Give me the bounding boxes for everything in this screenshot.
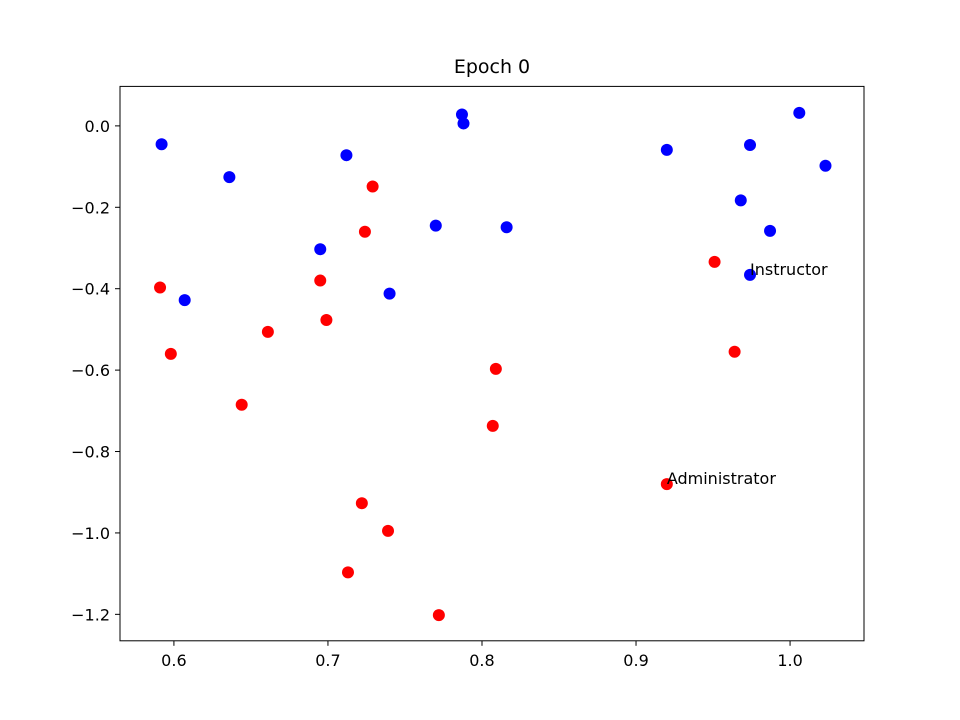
x-tick-label-1: 0.7 <box>315 651 340 670</box>
point-series-1-6 <box>355 497 368 510</box>
x-tick-label-4: 1.0 <box>777 651 802 670</box>
point-series-1-10 <box>382 524 395 537</box>
point-series-1-3 <box>261 325 274 338</box>
point-series-1-1 <box>164 347 177 360</box>
point-series-0-3 <box>314 243 327 256</box>
point-series-1-0 <box>154 281 167 294</box>
point-series-0-1 <box>223 171 236 184</box>
point-series-0-8 <box>457 117 470 130</box>
y-tick-label-1: −0.2 <box>71 198 110 217</box>
point-series-0-12 <box>744 139 757 152</box>
point-series-1-9 <box>341 566 354 579</box>
point-series-0-16 <box>744 268 757 281</box>
point-series-0-13 <box>764 224 777 237</box>
point-series-0-14 <box>793 106 806 119</box>
point-series-0-2 <box>178 294 191 307</box>
point-series-0-6 <box>429 219 442 232</box>
x-axis: 0.6 0.7 0.8 0.9 1.0 <box>161 640 803 670</box>
annotations-layer: Instructor Administrator <box>667 260 828 488</box>
point-series-0-4 <box>340 149 353 162</box>
point-series-0-10 <box>660 143 673 156</box>
point-series-0-7 <box>455 108 468 121</box>
point-series-1-8 <box>366 180 379 193</box>
point-series-1-13 <box>489 362 502 375</box>
point-series-1-4 <box>314 274 327 287</box>
point-series-0-0 <box>155 138 168 151</box>
point-series-1-12 <box>486 419 499 432</box>
point-series-0-15 <box>819 159 832 172</box>
x-tick-label-0: 0.6 <box>161 651 186 670</box>
y-axis: 0.0 −0.2 −0.4 −0.6 −0.8 −1.0 −1.2 <box>71 117 120 624</box>
point-series-1-15 <box>708 255 721 268</box>
y-tick-label-6: −1.2 <box>71 605 110 624</box>
point-series-1-2 <box>235 398 248 411</box>
plot-frame <box>119 85 865 642</box>
chart-title: Epoch 0 <box>454 56 530 78</box>
point-series-0-9 <box>500 221 513 234</box>
x-tick-label-3: 0.9 <box>623 651 648 670</box>
y-tick-label-5: −1.0 <box>71 524 110 543</box>
point-series-1-14 <box>660 478 673 491</box>
point-series-0-11 <box>734 194 747 207</box>
annotation-1: Administrator <box>667 469 776 488</box>
points-layer <box>154 106 832 622</box>
y-tick-label-0: 0.0 <box>85 117 110 136</box>
point-series-1-11 <box>432 609 445 622</box>
x-tick-label-2: 0.8 <box>469 651 494 670</box>
y-tick-label-3: −0.6 <box>71 361 110 380</box>
point-series-1-7 <box>358 225 371 238</box>
point-series-1-16 <box>728 345 741 358</box>
y-tick-label-2: −0.4 <box>71 280 110 299</box>
annotation-0: Instructor <box>750 260 828 279</box>
point-series-0-5 <box>383 287 396 300</box>
y-tick-label-4: −0.8 <box>71 443 110 462</box>
point-series-1-5 <box>320 314 333 327</box>
